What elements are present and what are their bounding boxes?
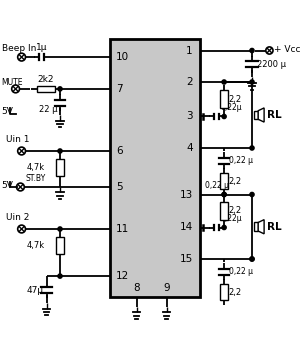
Circle shape xyxy=(250,257,254,261)
Text: Uin 2: Uin 2 xyxy=(6,213,29,222)
Bar xyxy=(110,39,200,297)
Bar xyxy=(220,284,228,300)
Text: MUTE: MUTE xyxy=(1,78,22,87)
Circle shape xyxy=(250,192,254,197)
Text: 4: 4 xyxy=(186,143,193,153)
Text: 22 µ: 22 µ xyxy=(39,105,58,114)
Text: 2200 µ: 2200 µ xyxy=(257,60,286,69)
Text: 2,2: 2,2 xyxy=(229,95,242,104)
Text: 4,7k: 4,7k xyxy=(27,163,45,172)
Text: 12: 12 xyxy=(116,271,129,281)
Text: 2,2: 2,2 xyxy=(229,207,242,216)
Circle shape xyxy=(222,80,226,84)
Text: 8: 8 xyxy=(133,283,140,293)
Text: 2: 2 xyxy=(186,77,193,87)
Circle shape xyxy=(222,192,226,197)
Circle shape xyxy=(58,227,62,231)
Bar xyxy=(220,173,228,189)
Bar xyxy=(56,159,64,176)
Bar xyxy=(220,202,228,220)
Text: 5V: 5V xyxy=(1,181,13,190)
Text: 6: 6 xyxy=(116,146,123,156)
Text: 2,2: 2,2 xyxy=(229,177,242,186)
Text: 11: 11 xyxy=(116,224,129,234)
Circle shape xyxy=(222,192,226,197)
Text: RL: RL xyxy=(267,110,282,120)
Text: 0,22µ: 0,22µ xyxy=(220,214,242,223)
Text: 13: 13 xyxy=(180,190,193,199)
Text: 7: 7 xyxy=(116,84,123,94)
Bar xyxy=(220,90,228,108)
Text: RL: RL xyxy=(267,222,282,232)
Text: 5V: 5V xyxy=(1,107,13,116)
Text: ST.BY: ST.BY xyxy=(25,174,46,183)
Text: + Vcc: + Vcc xyxy=(274,45,300,55)
Text: 2,2: 2,2 xyxy=(229,287,242,297)
Text: 0,22 µ: 0,22 µ xyxy=(205,181,229,190)
Circle shape xyxy=(222,225,226,229)
Text: 3: 3 xyxy=(186,112,193,121)
Text: 14: 14 xyxy=(180,222,193,233)
Bar xyxy=(254,111,258,119)
Circle shape xyxy=(250,146,254,150)
Bar xyxy=(56,237,64,254)
Bar xyxy=(37,86,55,92)
Text: 47µ: 47µ xyxy=(27,286,44,295)
Text: 1: 1 xyxy=(186,45,193,56)
Text: 4,7k: 4,7k xyxy=(27,241,45,250)
Polygon shape xyxy=(258,108,264,122)
Circle shape xyxy=(222,114,226,119)
Text: 9: 9 xyxy=(163,283,170,293)
Bar xyxy=(254,222,258,231)
Circle shape xyxy=(250,257,254,261)
Circle shape xyxy=(250,80,254,84)
Text: 1µ: 1µ xyxy=(36,43,47,52)
Text: 0,22 µ: 0,22 µ xyxy=(229,156,253,165)
Text: Uin 1: Uin 1 xyxy=(6,135,29,144)
Text: 5: 5 xyxy=(116,182,123,192)
Text: 0,22µ: 0,22µ xyxy=(220,103,242,112)
Polygon shape xyxy=(258,220,264,234)
Text: 2k2: 2k2 xyxy=(38,74,54,84)
Circle shape xyxy=(58,87,62,91)
Circle shape xyxy=(58,149,62,153)
Text: 0,22 µ: 0,22 µ xyxy=(229,267,253,276)
Text: Beep In: Beep In xyxy=(2,44,36,53)
Circle shape xyxy=(250,48,254,53)
Text: 15: 15 xyxy=(180,254,193,264)
Text: 10: 10 xyxy=(116,52,129,62)
Circle shape xyxy=(58,274,62,278)
